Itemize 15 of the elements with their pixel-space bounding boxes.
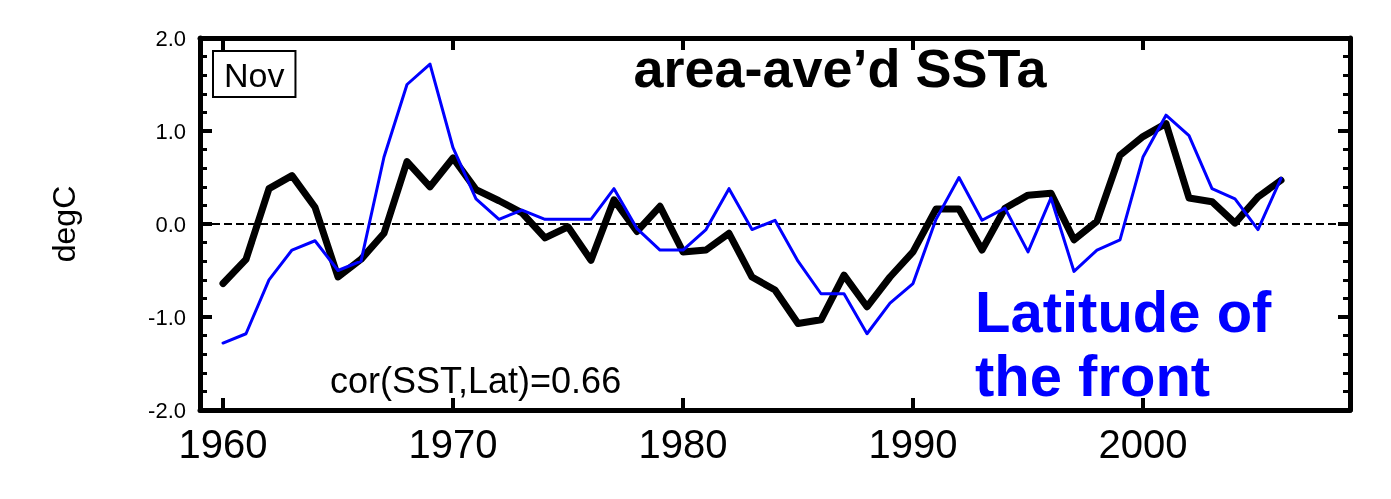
x-tick-label: 1980 (638, 422, 728, 466)
x-tick-label: 2000 (1098, 422, 1188, 466)
y-tick-label: 1.0 (155, 118, 186, 144)
y-axis-title: degC (46, 185, 82, 263)
annotation: Nov (224, 56, 285, 94)
chart-title: area-ave’d SSTa (633, 38, 1048, 98)
x-tick-label: 1960 (178, 422, 268, 466)
annotation: cor(SST,Lat)=0.66 (330, 359, 622, 401)
y-tick-label: -2.0 (148, 397, 186, 423)
y-tick-label: 0.0 (155, 211, 186, 237)
x-tick-label: 1990 (868, 422, 958, 466)
y-tick-label: -1.0 (148, 304, 186, 330)
series-label: Latitude of the front (975, 278, 1288, 408)
x-tick-label: 1970 (408, 422, 498, 466)
y-tick-label: 2.0 (155, 25, 186, 51)
